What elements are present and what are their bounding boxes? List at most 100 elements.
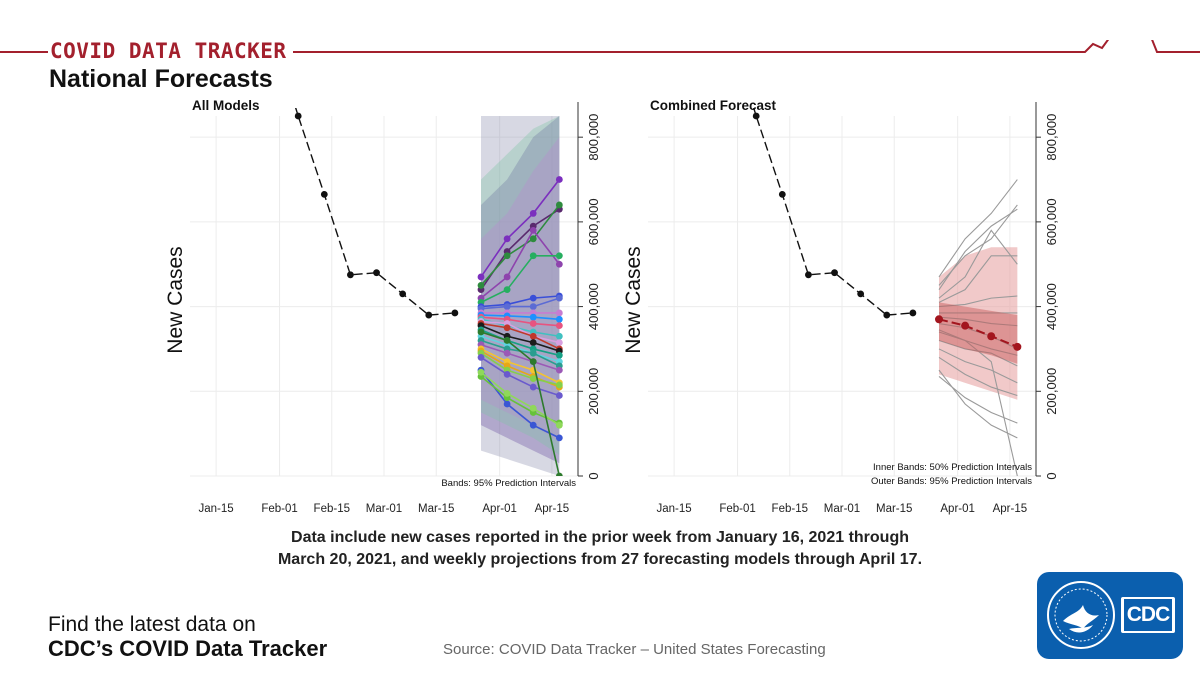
forecast-point-model-03 (555, 201, 563, 209)
model-line (938, 204, 1018, 286)
forecast-line-model-05 (480, 254, 560, 304)
band-note-outer: Outer Bands: 95% Prediction Intervals (871, 476, 1032, 487)
observed-point (320, 190, 328, 198)
model-line (938, 316, 1018, 327)
forecast-point-model-18 (555, 366, 563, 374)
ensemble-point (935, 315, 943, 324)
forecast-point-model-09 (555, 315, 563, 323)
forecast-point-model-03 (503, 252, 511, 260)
y-tick-label: 600,000 (1044, 198, 1059, 245)
forecast-point-model-08 (555, 309, 563, 317)
forecast-point-model-07 (529, 303, 537, 310)
observed-point (752, 112, 760, 120)
y-tick-label: 0 (1044, 472, 1059, 479)
forecast-point-model-01 (529, 210, 537, 217)
forecast-point-model-01 (555, 176, 563, 183)
x-tick-label: Apr-01 (482, 503, 517, 515)
footer-text: Find the latest data on (48, 613, 256, 636)
forecast-point-model-12 (555, 339, 563, 346)
observed-point (347, 271, 354, 279)
header-rule (0, 40, 1200, 53)
x-tick-label: Mar-15 (418, 503, 454, 515)
y-tick-label: 600,000 (586, 198, 601, 245)
x-tick-label: Apr-01 (940, 503, 975, 515)
forecast-point-model-06 (529, 294, 537, 302)
chart-panel-2: Jan-15 Feb-01 Feb-15 Mar-01 Mar-15 Apr-01 Apr-… (622, 28, 1059, 515)
forecast-point-model-05 (503, 286, 511, 294)
observed-point (451, 309, 459, 317)
forecast-point-model-10 (555, 322, 563, 330)
forecast-line-model-03 (480, 204, 560, 286)
model-line (938, 348, 1018, 384)
forecast-point-model-04 (555, 260, 563, 268)
model-line (938, 331, 1018, 476)
forecast-point-model-13 (503, 324, 511, 332)
cdc-logo-text: CDC (1124, 599, 1172, 631)
forecast-point-model-23 (555, 434, 563, 442)
forecast-line-model-09 (480, 314, 560, 321)
forecast-line-model-22 (480, 356, 560, 397)
forecast-point-model-26 (555, 472, 563, 476)
forecast-point-model-10 (529, 320, 537, 327)
forecast-point-model-25 (555, 421, 563, 429)
forecast-line-model-07 (480, 297, 560, 310)
inner-prediction-band (939, 302, 1018, 364)
forecast-point-model-13 (529, 332, 537, 340)
forecast-point-model-11 (555, 332, 563, 340)
chart-panel-1: Jan-15 Feb-01 Feb-15 Mar-01 Mar-15 Apr-01 Apr-… (164, 28, 601, 515)
ensemble-point (1013, 342, 1022, 351)
plot-area (727, 28, 1022, 476)
plot-area (269, 28, 563, 476)
source-note: Source: COVID Data Tracker – United Stat… (443, 641, 826, 658)
model-line (938, 229, 1018, 299)
forecast-line-model-06 (480, 295, 560, 308)
forecast-point-model-07 (503, 303, 511, 310)
x-tick-label: Feb-01 (719, 503, 755, 515)
forecast-point-model-18 (503, 349, 511, 357)
forecast-point-model-22 (477, 354, 485, 361)
y-tick-label: 0 (586, 472, 601, 479)
observed-point (425, 311, 433, 319)
forecast-point-model-22 (503, 370, 511, 378)
x-tick-label: Jan-15 (657, 503, 692, 515)
ensemble-point (987, 332, 996, 341)
forecast-line-model-21 (480, 352, 560, 386)
forecast-point-model-22 (529, 383, 537, 391)
caption: Data include new cases reported in the p… (150, 527, 1050, 571)
hhs-seal-icon (1047, 581, 1115, 649)
observed-point (805, 271, 812, 279)
chart-title: Combined Forecast (650, 98, 777, 113)
forecast-point-model-03 (529, 235, 537, 243)
observed-point (269, 28, 276, 35)
y-axis-label: New Cases (622, 246, 645, 353)
forecast-point-model-09 (529, 313, 537, 321)
forecast-point-model-25 (477, 368, 485, 376)
forecast-line-model-12 (480, 320, 560, 344)
ensemble-point (961, 321, 970, 330)
forecast-point-model-01 (477, 273, 485, 281)
y-tick-label: 400,000 (586, 283, 601, 330)
y-tick-label: 400,000 (1044, 283, 1059, 330)
y-tick-label: 800,000 (586, 114, 601, 161)
forecast-point-model-01 (503, 235, 511, 243)
x-tick-label: Apr-15 (993, 503, 1028, 515)
observed-point (727, 28, 734, 35)
forecast-line-model-18 (480, 343, 560, 371)
band-note: Bands: 95% Prediction Intervals (441, 478, 576, 489)
observed-line (752, 108, 913, 316)
footer-link-cdc-tracker[interactable]: CDC’s COVID Data Tracker (48, 636, 328, 661)
forecast-point-model-03 (477, 282, 485, 289)
forecast-point-model-05 (529, 252, 537, 260)
caption-line-2: March 20, 2021, and weekly projections f… (277, 551, 923, 568)
cdc-logo-badge: CDC (1037, 572, 1183, 659)
forecast-point-model-23 (529, 421, 537, 429)
forecast-line-model-15 (480, 329, 560, 357)
forecast-line-model-04 (480, 228, 560, 299)
outer-prediction-band (939, 247, 1018, 400)
observed-point (883, 311, 891, 319)
forecast-point-model-22 (555, 392, 563, 399)
model-line (938, 356, 1018, 397)
y-tick-label: 200,000 (1044, 368, 1059, 415)
x-tick-label: Mar-15 (876, 503, 912, 515)
